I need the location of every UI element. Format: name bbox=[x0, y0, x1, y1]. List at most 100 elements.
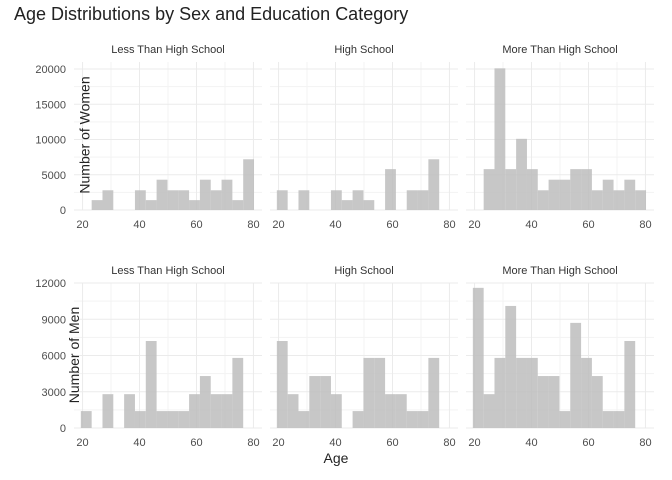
bar-women-2-2 bbox=[494, 68, 506, 210]
bar-men-2-11 bbox=[591, 376, 603, 428]
bar-men-0-9 bbox=[178, 411, 190, 428]
bar-men-1-4 bbox=[320, 376, 331, 428]
bar-men-2-9 bbox=[570, 322, 582, 428]
x-tick-label-men-1-40: 40 bbox=[329, 437, 341, 449]
chart-title: Age Distributions by Sex and Education C… bbox=[14, 4, 409, 24]
bar-men-0-12 bbox=[210, 394, 222, 428]
bar-men-0-11 bbox=[199, 376, 211, 428]
x-tick-label-women-1-20: 20 bbox=[272, 219, 284, 231]
bar-men-2-7 bbox=[548, 376, 560, 428]
x-tick-label-women-1-60: 60 bbox=[386, 219, 398, 231]
y-axis-label-men: Number of Men bbox=[66, 306, 83, 403]
y-tick-label-women-20000: 20000 bbox=[35, 64, 66, 76]
bar-women-2-1 bbox=[483, 169, 495, 210]
bar-men-0-4 bbox=[124, 394, 135, 428]
bar-men-1-5 bbox=[330, 394, 342, 428]
panel-label-women-1: High School bbox=[334, 44, 393, 56]
bar-women-2-6 bbox=[537, 190, 549, 210]
x-tick-label-men-0-80: 80 bbox=[247, 437, 259, 449]
x-axis-label: Age bbox=[323, 450, 349, 466]
x-tick-label-women-1-80: 80 bbox=[443, 219, 455, 231]
y-tick-label-men-0: 0 bbox=[60, 423, 66, 435]
x-tick-label-men-1-60: 60 bbox=[386, 437, 398, 449]
bar-women-1-5 bbox=[330, 190, 342, 210]
x-tick-label-women-2-20: 20 bbox=[468, 219, 480, 231]
bar-men-1-12 bbox=[406, 411, 418, 428]
bar-men-0-10 bbox=[189, 394, 200, 428]
bar-men-2-3 bbox=[505, 305, 517, 428]
x-tick-label-men-2-60: 60 bbox=[582, 437, 594, 449]
bar-women-2-3 bbox=[505, 169, 517, 210]
bar-women-1-13 bbox=[417, 190, 429, 210]
y-tick-label-men-3000: 3000 bbox=[42, 387, 66, 399]
x-tick-label-women-0-40: 40 bbox=[133, 219, 145, 231]
bar-men-2-5 bbox=[526, 357, 538, 428]
bar-women-1-12 bbox=[406, 190, 418, 210]
bar-women-0-1 bbox=[91, 200, 103, 210]
bar-women-2-12 bbox=[602, 179, 614, 210]
bar-women-2-13 bbox=[613, 190, 625, 210]
x-tick-label-women-2-40: 40 bbox=[525, 219, 537, 231]
x-tick-label-women-1-40: 40 bbox=[329, 219, 341, 231]
bar-men-2-4 bbox=[516, 357, 527, 428]
y-tick-label-women-15000: 15000 bbox=[35, 99, 66, 111]
y-tick-label-women-10000: 10000 bbox=[35, 135, 66, 147]
panel-label-men-2: More Than High School bbox=[502, 265, 617, 277]
bar-men-0-14 bbox=[232, 357, 244, 428]
bar-men-2-14 bbox=[624, 341, 636, 428]
bar-women-2-10 bbox=[581, 169, 592, 210]
bar-women-0-14 bbox=[232, 200, 244, 210]
bar-women-0-11 bbox=[199, 179, 211, 210]
bar-men-1-10 bbox=[385, 394, 396, 428]
bar-men-1-0 bbox=[276, 341, 288, 428]
bar-men-1-7 bbox=[352, 411, 364, 428]
bar-women-1-2 bbox=[298, 190, 310, 210]
bar-men-1-13 bbox=[417, 411, 429, 428]
bar-men-2-0 bbox=[472, 287, 484, 428]
x-tick-label-men-0-60: 60 bbox=[190, 437, 202, 449]
x-tick-label-women-0-80: 80 bbox=[247, 219, 259, 231]
bar-women-0-10 bbox=[189, 200, 200, 210]
x-tick-label-women-0-20: 20 bbox=[76, 219, 88, 231]
bar-women-1-7 bbox=[352, 190, 364, 210]
bar-men-2-13 bbox=[613, 411, 625, 428]
bar-women-0-5 bbox=[134, 190, 146, 210]
bar-women-0-2 bbox=[102, 190, 114, 210]
bar-women-1-0 bbox=[276, 190, 288, 210]
bar-men-1-1 bbox=[287, 394, 299, 428]
x-tick-label-men-1-80: 80 bbox=[443, 437, 455, 449]
panel-label-women-2: More Than High School bbox=[502, 44, 617, 56]
bar-women-0-9 bbox=[178, 190, 190, 210]
bar-men-1-3 bbox=[309, 376, 321, 428]
bar-women-2-11 bbox=[591, 190, 603, 210]
bar-men-0-7 bbox=[156, 411, 168, 428]
bar-men-2-12 bbox=[602, 411, 614, 428]
bar-men-1-14 bbox=[428, 357, 440, 428]
bar-men-1-2 bbox=[298, 411, 310, 428]
bar-men-2-1 bbox=[483, 394, 495, 428]
x-tick-label-women-2-60: 60 bbox=[582, 219, 594, 231]
bar-men-1-11 bbox=[395, 394, 407, 428]
y-tick-label-men-12000: 12000 bbox=[35, 278, 66, 290]
panel-label-men-1: High School bbox=[334, 265, 393, 277]
y-axis-label-women: Number of Women bbox=[76, 76, 93, 194]
bar-women-1-10 bbox=[385, 169, 396, 210]
bar-women-1-6 bbox=[341, 200, 353, 210]
y-tick-label-men-6000: 6000 bbox=[42, 351, 66, 363]
bar-men-0-2 bbox=[102, 394, 114, 428]
bar-women-0-6 bbox=[145, 200, 157, 210]
bar-women-2-7 bbox=[548, 179, 560, 210]
x-tick-label-men-2-40: 40 bbox=[525, 437, 537, 449]
bar-women-1-14 bbox=[428, 159, 440, 210]
bar-women-0-12 bbox=[210, 190, 222, 210]
x-tick-label-men-0-20: 20 bbox=[76, 437, 88, 449]
y-tick-label-women-5000: 5000 bbox=[42, 170, 66, 182]
bar-women-1-8 bbox=[363, 200, 375, 210]
bar-men-2-2 bbox=[494, 357, 506, 428]
bar-women-2-9 bbox=[570, 169, 582, 210]
bar-women-2-15 bbox=[635, 190, 647, 210]
y-tick-label-women-0: 0 bbox=[60, 205, 66, 217]
bar-women-0-7 bbox=[156, 179, 168, 210]
bar-men-0-5 bbox=[134, 411, 146, 428]
